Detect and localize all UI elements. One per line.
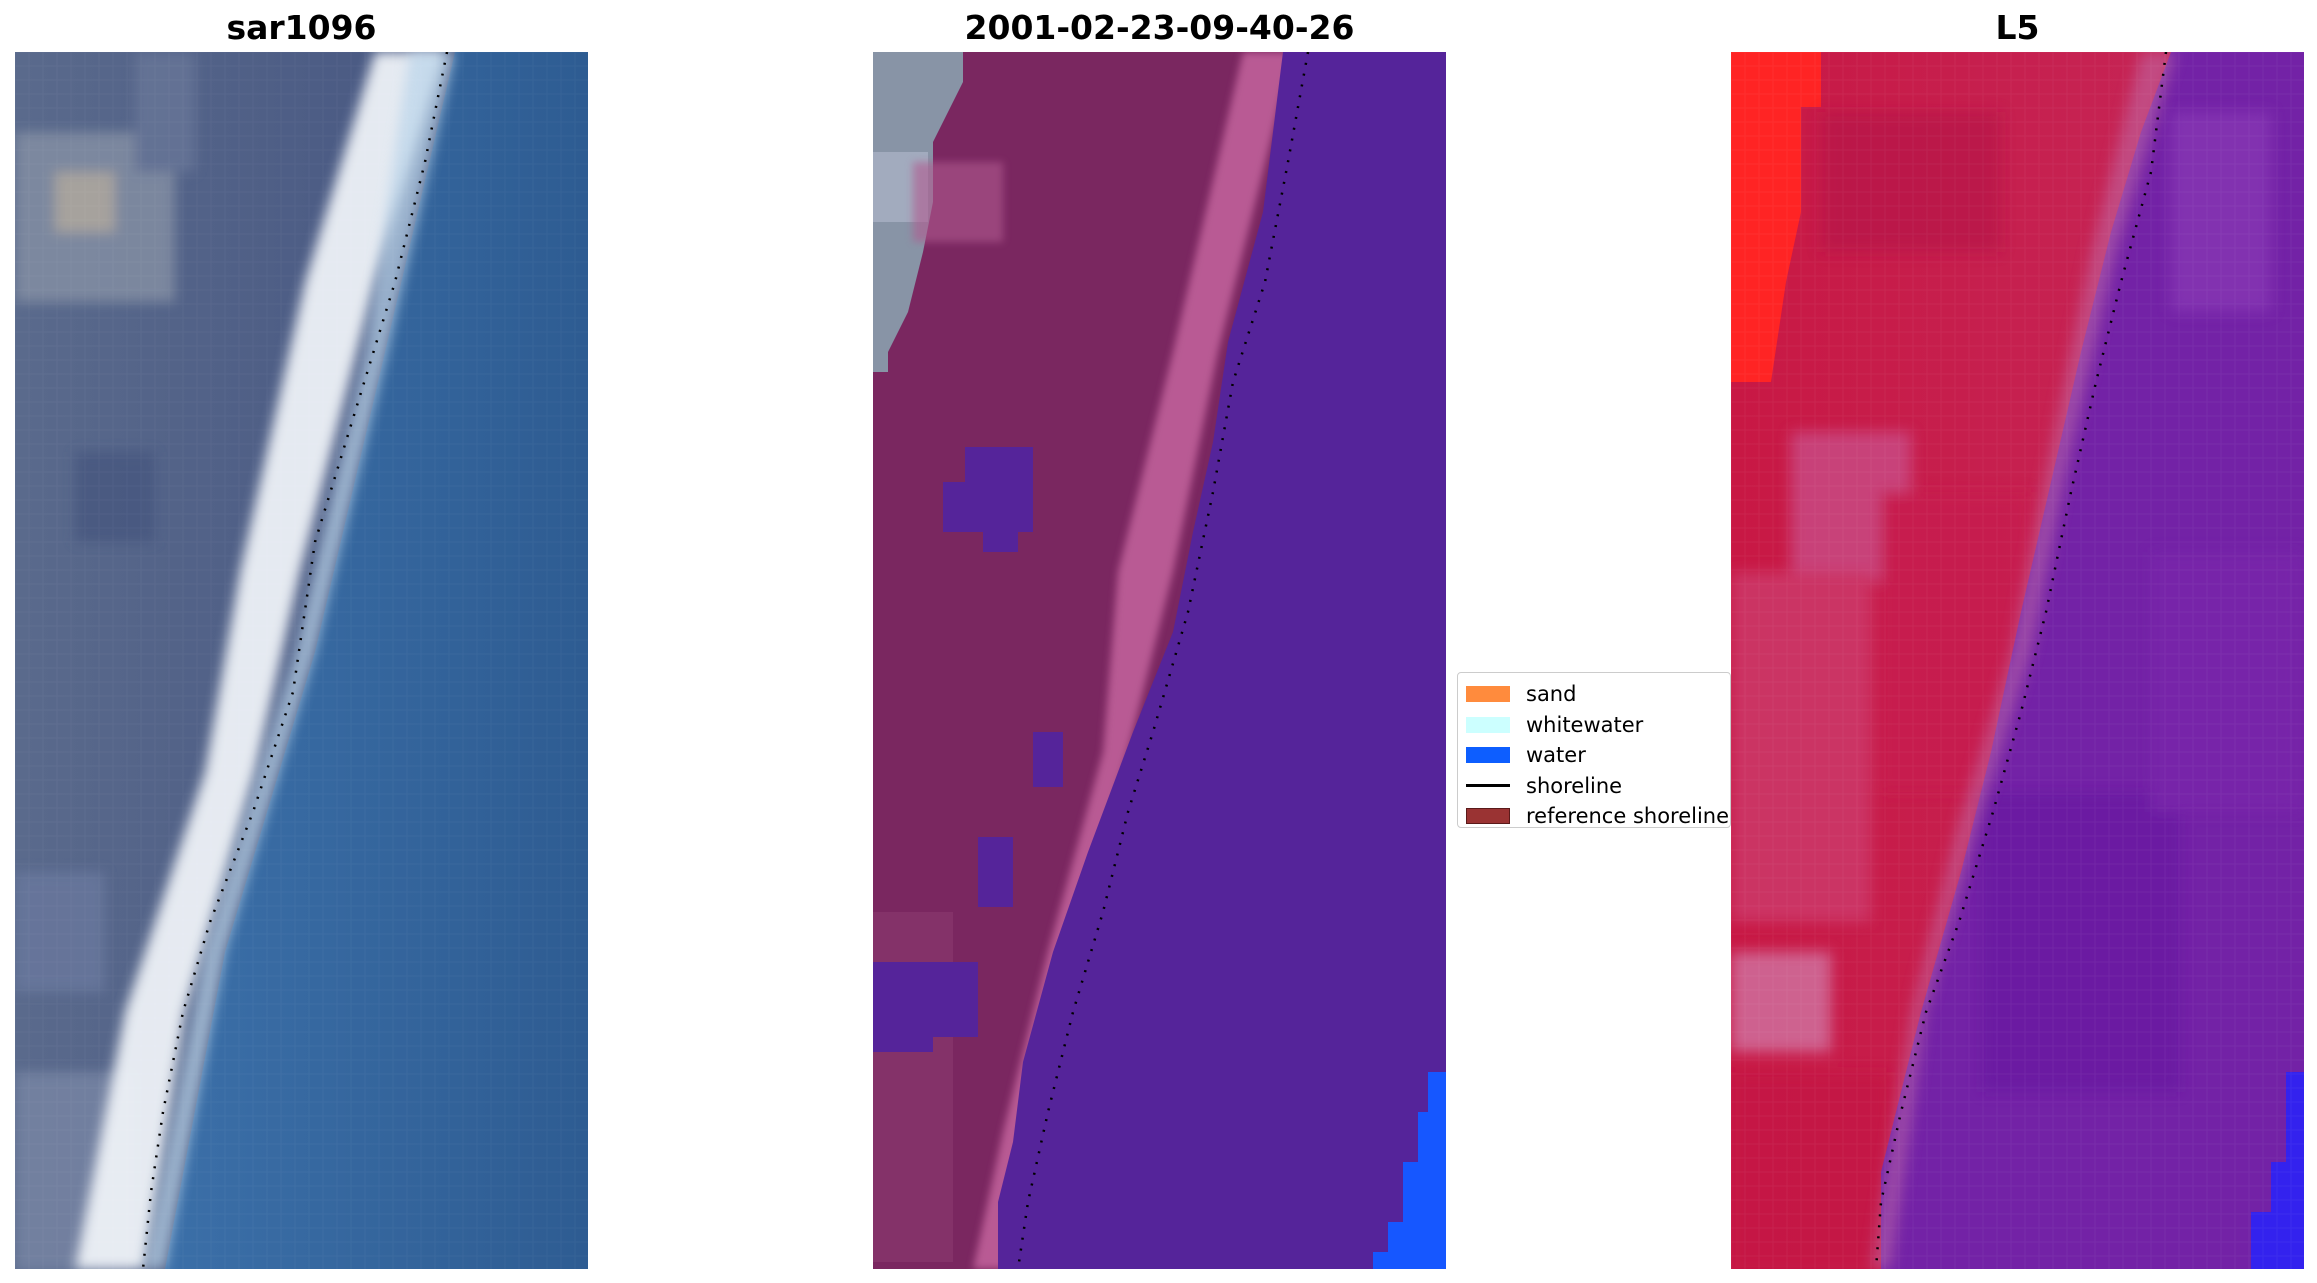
classification-overlay-image <box>873 52 1446 1269</box>
water-edge <box>1373 1072 1446 1269</box>
panel-title-rgb: sar1096 <box>226 8 377 47</box>
legend-label-shoreline: shoreline <box>1526 773 1623 798</box>
water-swatch <box>1466 747 1510 764</box>
legend-label-water: water <box>1526 743 1586 768</box>
legend-item-sand: sand <box>1466 679 1722 710</box>
reference-shoreline-swatch <box>1466 808 1510 825</box>
legend-label-sand: sand <box>1526 682 1577 707</box>
classified-image-panel <box>873 52 1446 1269</box>
rgb-image-panel <box>15 52 588 1269</box>
legend: sand whitewater water shoreline referenc… <box>1457 672 1731 828</box>
panel-title-classified: 2001-02-23-09-40-26 <box>964 8 1355 47</box>
spectral-index-image <box>1731 52 2304 1269</box>
whitewater-swatch <box>1466 716 1510 733</box>
legend-item-shoreline: shoreline <box>1466 771 1722 802</box>
index-image-panel <box>1731 52 2304 1269</box>
panel-title-index: L5 <box>1995 8 2040 47</box>
legend-label-whitewater: whitewater <box>1526 712 1644 737</box>
satellite-rgb-image <box>15 52 588 1269</box>
legend-item-whitewater: whitewater <box>1466 710 1722 741</box>
legend-item-reference-shoreline: reference shoreline <box>1466 801 1729 832</box>
legend-item-water: water <box>1466 740 1722 771</box>
water-overlay <box>998 52 1446 1269</box>
shoreline-line-swatch <box>1466 784 1510 788</box>
legend-label-reference-shoreline: reference shoreline <box>1526 804 1730 829</box>
sand-swatch <box>1466 686 1510 703</box>
